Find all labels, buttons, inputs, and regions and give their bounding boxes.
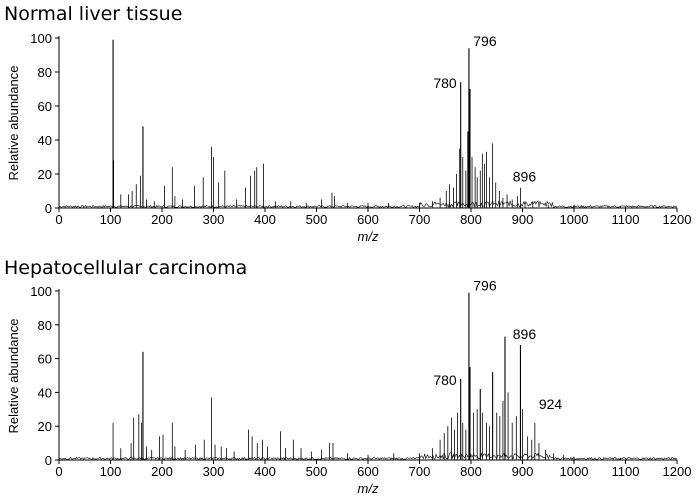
x-axis-label: m/z: [358, 481, 379, 496]
y-axis-label: Relative abundance: [6, 66, 21, 181]
x-tick-label: 1100: [612, 212, 640, 227]
peak-label: 780: [433, 372, 457, 388]
y-tick-label: 0: [45, 453, 52, 468]
y-tick-label: 100: [30, 284, 52, 299]
x-tick-label: 900: [512, 464, 534, 479]
x-tick-label: 100: [100, 464, 122, 479]
x-tick-label: 1200: [663, 464, 692, 479]
x-tick-label: 1000: [560, 464, 589, 479]
x-tick-label: 1200: [663, 212, 692, 227]
x-tick-label: 800: [460, 464, 482, 479]
x-tick-label: 0: [55, 464, 62, 479]
x-tick-label: 200: [151, 464, 173, 479]
x-tick-label: 700: [409, 212, 431, 227]
y-tick-label: 60: [38, 99, 52, 114]
x-tick-label: 800: [460, 212, 482, 227]
x-tick-label: 900: [512, 212, 534, 227]
x-tick-label: 400: [254, 464, 276, 479]
x-tick-label: 700: [409, 464, 431, 479]
x-tick-label: 500: [306, 464, 328, 479]
x-tick-label: 500: [306, 212, 328, 227]
x-tick-label: 600: [357, 212, 379, 227]
x-tick-label: 0: [55, 212, 62, 227]
y-tick-label: 40: [38, 385, 52, 400]
x-tick-label: 1000: [560, 212, 589, 227]
x-tick-label: 400: [254, 212, 276, 227]
y-tick-label: 20: [38, 167, 52, 182]
panel-title-carcinoma: Hepatocellular carcinoma: [4, 257, 248, 279]
x-tick-label: 600: [357, 464, 379, 479]
panel-title-normal: Normal liver tissue: [4, 3, 183, 25]
y-tick-label: 80: [38, 65, 52, 80]
y-axis-label: Relative abundance: [6, 319, 21, 434]
y-tick-label: 100: [30, 31, 52, 46]
y-tick-label: 20: [38, 419, 52, 434]
peak-label: 796: [473, 278, 497, 294]
x-tick-label: 1100: [612, 464, 640, 479]
x-axis-label: m/z: [358, 229, 379, 244]
peak-label: 780: [433, 75, 457, 91]
y-tick-label: 40: [38, 133, 52, 148]
y-tick-label: 80: [38, 318, 52, 333]
y-tick-label: 0: [45, 201, 52, 216]
peak-label: 796: [473, 33, 497, 49]
x-tick-label: 300: [203, 212, 225, 227]
x-tick-label: 300: [203, 464, 225, 479]
peak-label: 896: [513, 326, 537, 342]
y-tick-label: 60: [38, 352, 52, 367]
x-tick-label: 100: [100, 212, 122, 227]
peak-label: 896: [513, 169, 537, 185]
peak-label: 924: [539, 396, 563, 412]
x-tick-label: 200: [151, 212, 173, 227]
